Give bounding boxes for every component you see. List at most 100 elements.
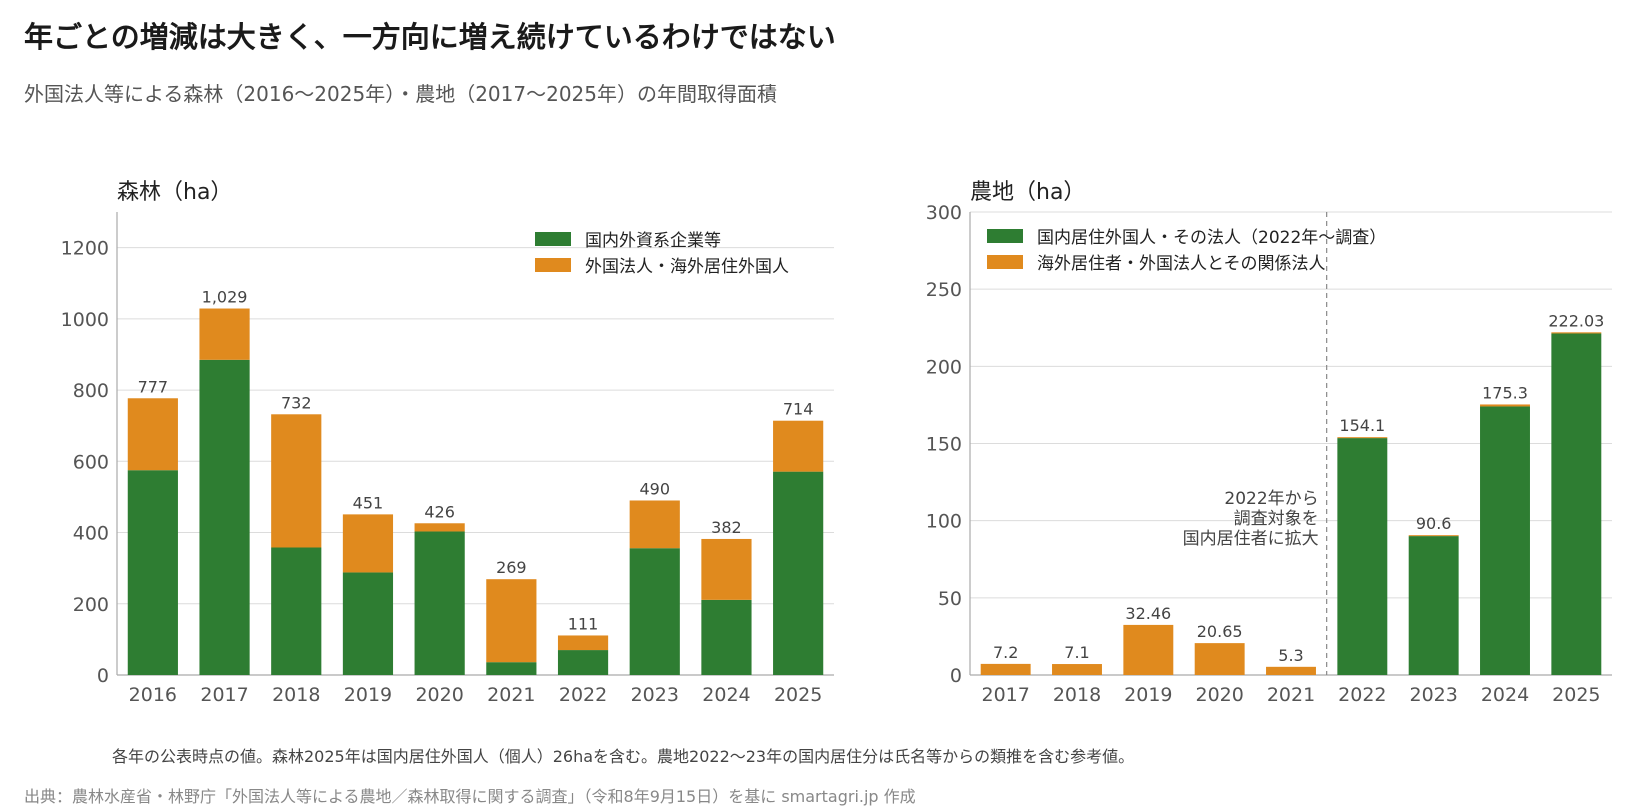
bar-2024-series-1 [1480, 404, 1530, 407]
bar-2025-series-0 [773, 471, 824, 675]
y-tick-label: 1200 [61, 238, 109, 260]
y-tick-label: 200 [73, 594, 109, 616]
x-tick-label: 2019 [344, 684, 392, 706]
total-label-2025: 714 [783, 400, 814, 419]
bar-2024-series-0 [1480, 406, 1530, 675]
y-tick-label: 0 [950, 665, 962, 687]
x-tick-label: 2023 [1409, 684, 1457, 706]
bar-2020-series-0 [414, 531, 465, 675]
bar-2016-series-0 [127, 470, 178, 675]
x-tick-label: 2024 [702, 684, 750, 706]
x-tick-label: 2025 [774, 684, 822, 706]
x-tick-label: 2018 [272, 684, 320, 706]
total-label-2022: 111 [568, 614, 599, 633]
x-tick-label: 2023 [631, 684, 679, 706]
bar-2024-series-1 [701, 538, 752, 600]
footnote: 各年の公表時点の値。森林2025年は国内居住外国人（個人）26haを含む。農地2… [112, 747, 1135, 766]
bar-2019-series-0 [342, 572, 394, 675]
annotation-line: 国内居住者に拡大 [1183, 529, 1319, 549]
chart-title: 農地（ha） [970, 180, 1085, 205]
bar-2024-series-0 [701, 599, 752, 675]
total-label-2019: 451 [353, 493, 384, 512]
total-label-2017: 7.2 [993, 643, 1018, 662]
x-tick-label: 2019 [1124, 684, 1172, 706]
x-tick-label: 2022 [559, 684, 607, 706]
total-label-2024: 175.3 [1482, 383, 1528, 402]
annotation-line: 調査対象を [1234, 509, 1319, 529]
source-note: 出典：農林水産省・林野庁「外国法人等による農地／森林取得に関する調査」（令和8年… [24, 787, 916, 806]
y-tick-label: 200 [926, 356, 962, 378]
y-tick-label: 50 [938, 588, 962, 610]
y-tick-label: 600 [73, 451, 109, 473]
x-tick-label: 2020 [1195, 684, 1243, 706]
bar-2018-series-1 [271, 414, 322, 548]
x-tick-label: 2018 [1053, 684, 1101, 706]
y-tick-label: 400 [73, 523, 109, 545]
bar-2025-series-1 [773, 420, 824, 472]
total-label-2023: 490 [639, 479, 670, 498]
legend-label-0: 国内居住外国人・その法人（2022年〜調査） [1037, 228, 1386, 248]
x-tick-label: 2021 [487, 684, 535, 706]
bar-2022-series-0 [557, 650, 609, 675]
total-label-2018: 732 [281, 393, 312, 412]
annotation-line: 2022年から [1224, 489, 1318, 509]
total-label-2025: 222.03 [1548, 311, 1604, 330]
total-label-2020: 20.65 [1197, 622, 1243, 641]
bar-2020-series-1 [1194, 643, 1245, 675]
y-tick-label: 800 [73, 380, 109, 402]
x-tick-label: 2022 [1338, 684, 1386, 706]
total-label-2017: 1,029 [202, 288, 248, 307]
legend-swatch-0 [535, 232, 571, 246]
total-label-2020: 426 [424, 502, 455, 521]
y-tick-label: 100 [926, 511, 962, 533]
total-label-2019: 32.46 [1125, 604, 1171, 623]
legend-label-0: 国内外資系企業等 [585, 231, 721, 251]
bar-2019-series-1 [342, 514, 394, 573]
y-tick-label: 250 [926, 279, 962, 301]
bar-2022-series-0 [1337, 438, 1388, 675]
legend-swatch-1 [987, 255, 1023, 269]
page-subtitle: 外国法人等による森林（2016〜2025年）・農地（2017〜2025年）の年間… [24, 82, 777, 106]
bar-2021-series-1 [486, 579, 537, 663]
total-label-2021: 5.3 [1278, 646, 1303, 665]
x-tick-label: 2024 [1481, 684, 1529, 706]
bar-2018-series-1 [1052, 664, 1102, 675]
bar-2021-series-0 [486, 662, 537, 675]
bar-2019-series-1 [1123, 624, 1174, 675]
total-label-2018: 7.1 [1064, 643, 1089, 662]
total-label-2016: 777 [138, 377, 169, 396]
bar-2023-series-0 [1408, 536, 1459, 675]
x-tick-label: 2017 [200, 684, 248, 706]
bar-2023-series-0 [629, 548, 680, 675]
y-tick-label: 150 [926, 434, 962, 456]
legend-label-1: 海外居住者・外国法人とその関係法人 [1037, 254, 1326, 274]
total-label-2022: 154.1 [1339, 416, 1385, 435]
total-label-2023: 90.6 [1416, 514, 1452, 533]
bar-2025-series-0 [1551, 333, 1602, 675]
bar-2021-series-1 [1266, 666, 1316, 675]
total-label-2024: 382 [711, 518, 742, 537]
bar-2020-series-1 [414, 523, 465, 532]
legend-swatch-1 [535, 258, 571, 272]
y-tick-label: 300 [926, 202, 962, 224]
bar-2017-series-0 [199, 359, 250, 675]
bar-2022-series-1 [1337, 437, 1388, 439]
bar-2017-series-1 [199, 308, 250, 360]
bar-2017-series-1 [980, 663, 1031, 675]
x-tick-label: 2017 [981, 684, 1029, 706]
legend-label-1: 外国法人・海外居住外国人 [585, 257, 789, 277]
total-label-2021: 269 [496, 558, 527, 577]
bar-2022-series-1 [557, 635, 609, 651]
x-tick-label: 2021 [1267, 684, 1315, 706]
chart-title: 森林（ha） [117, 180, 232, 205]
bar-2023-series-1 [1408, 535, 1459, 537]
legend-swatch-0 [987, 229, 1023, 243]
x-tick-label: 2020 [415, 684, 463, 706]
page-title: 年ごとの増減は大きく、一方向に増え続けているわけではない [24, 20, 836, 54]
bar-2025-series-1 [1551, 332, 1602, 334]
x-tick-label: 2016 [129, 684, 177, 706]
x-tick-label: 2025 [1552, 684, 1600, 706]
bar-2023-series-1 [629, 500, 680, 549]
